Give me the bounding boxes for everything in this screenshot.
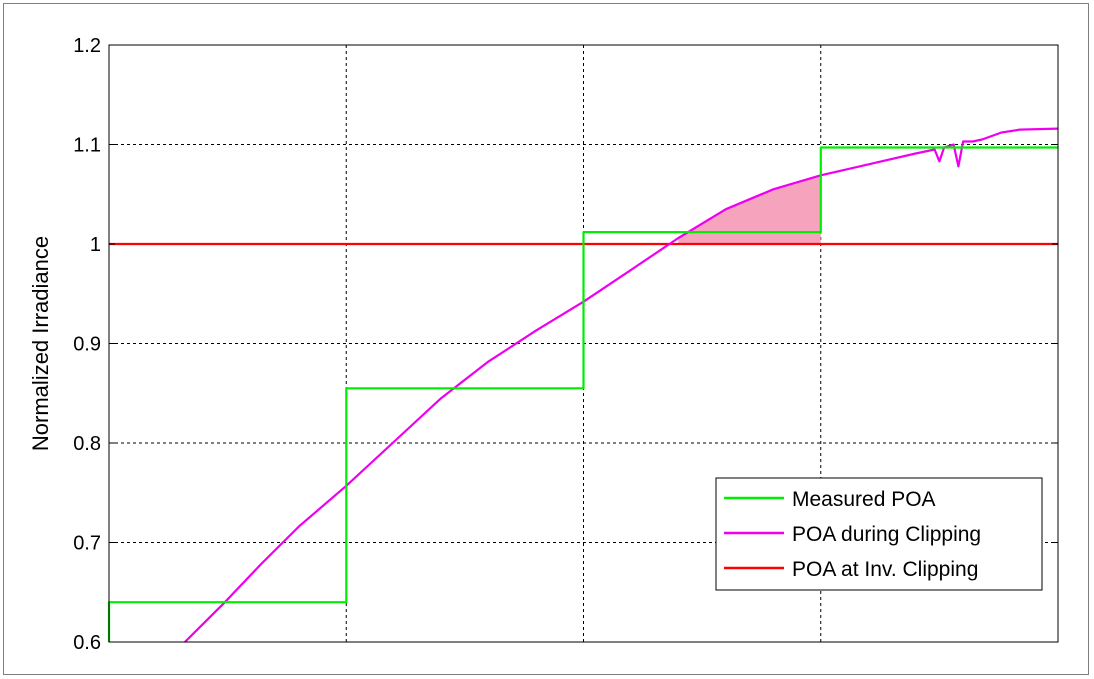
legend-label-0: Measured POA [792, 488, 936, 511]
legend-label-2: POA at Inv. Clipping [792, 558, 978, 581]
y-tick-label-5: 1.1 [73, 135, 101, 157]
y-tick-label-4: 1 [90, 234, 101, 256]
y-tick-label-1: 0.7 [73, 533, 101, 555]
y-axis-ticks: 0.6 0.7 0.8 0.9 1 1.1 1.2 [73, 35, 1058, 654]
y-tick-label-2: 0.8 [73, 433, 101, 455]
y-tick-label-3: 0.9 [73, 334, 101, 356]
y-tick-label-0: 0.6 [73, 632, 101, 654]
legend: Measured POA POA during Clipping POA at In… [715, 477, 1043, 591]
y-axis-label: Normalized Irradiance [28, 236, 53, 451]
legend-label-1: POA during Clipping [792, 523, 981, 546]
series-group [107, 127, 1059, 643]
series-line-measured-poa [107, 146, 1058, 642]
series-line-poa-during-clipping [184, 127, 1059, 643]
shaded-region-area [678, 175, 821, 244]
y-tick-label-6: 1.2 [73, 35, 101, 57]
clipping-loss-shaded-region [678, 175, 821, 244]
